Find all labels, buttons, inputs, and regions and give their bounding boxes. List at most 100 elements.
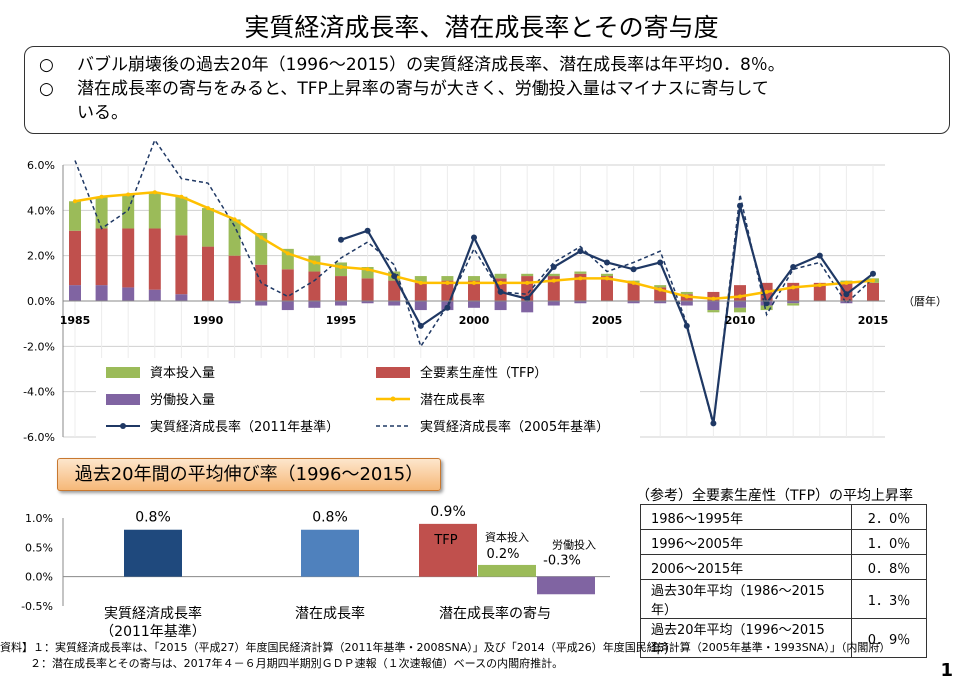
x-tick-label: 1990	[193, 314, 224, 327]
labor-bar	[707, 301, 720, 311]
labor-bar	[414, 301, 427, 311]
labor-bar	[361, 301, 374, 304]
potential-growth-point	[711, 296, 716, 301]
labor-bar	[494, 301, 507, 311]
capital-bar	[521, 273, 534, 277]
tfp-bar	[202, 246, 214, 301]
period-cell: 1986～1995年	[640, 504, 852, 530]
y-tick-label: -0.5%	[21, 600, 53, 613]
bar-value-label: 0.8%	[312, 510, 348, 526]
real-growth-2005-line	[74, 140, 874, 426]
capital-bar	[760, 305, 773, 311]
source-notes: 資料】１：実質経済成長率は、「2015（平成27）年度国民経済計算（2011年基…	[0, 640, 963, 672]
real-growth-2011-point	[391, 273, 398, 280]
potential-growth-point	[179, 194, 184, 199]
category-label: 実質経済成長率	[104, 605, 202, 622]
page-title: 実質経済成長率、潜在成長率とその寄与度	[244, 13, 719, 42]
x-tick-label: 2000	[459, 314, 490, 327]
tfp-bar	[601, 276, 613, 301]
y-tick-label: 6.0%	[27, 159, 55, 172]
capital-bar	[787, 303, 800, 306]
capital-bar	[574, 271, 587, 274]
legend-label: 実質経済成長率（2011年基準）	[150, 419, 339, 435]
potential-growth-point	[684, 294, 689, 299]
capital-bar	[494, 273, 507, 279]
potential-growth-point	[206, 206, 210, 211]
labor-bar	[122, 287, 135, 301]
bullet-circle-icon: ○	[39, 79, 54, 99]
capital-average-bar	[478, 564, 536, 577]
legend-box	[96, 358, 640, 442]
legend-swatch	[106, 394, 140, 405]
labor-bar	[627, 301, 640, 304]
legend-label: 労働投入量	[150, 392, 215, 408]
page-number: 1	[940, 660, 953, 681]
labor-bar	[228, 301, 241, 304]
real-growth-2011-point	[550, 264, 557, 270]
tfp-bar	[335, 276, 347, 301]
labor-bar	[521, 301, 534, 313]
capital-bar	[547, 273, 560, 277]
rate-cell: 0．8％	[851, 554, 927, 580]
legend-marker	[120, 423, 126, 429]
category-label: 潜在成長率	[295, 605, 365, 622]
real-growth-2011-point	[870, 270, 876, 277]
tfp-bar	[734, 285, 746, 301]
growth-chart: 6.0% 4.0% 2.0% 0.0% -2.0% -4.0% -6.0% 1985 1990 1…	[23, 140, 947, 444]
y-tick-label: 1.0%	[25, 512, 53, 525]
x-tick-label: 1985	[60, 314, 91, 327]
x-tick-label: 1995	[326, 314, 357, 327]
reference-table: 1986～1995年 2．0％ 1996～2005年 1．0％ 2006～2015年 0．…	[640, 504, 927, 658]
labor-bar	[148, 289, 161, 301]
tfp-bar	[228, 255, 241, 301]
tfp-bar	[361, 278, 374, 301]
legend-label: 資本投入量	[150, 365, 215, 381]
tfp-bar	[707, 291, 720, 301]
potential-growth-point	[791, 285, 796, 290]
labor-bar	[468, 301, 480, 308]
legend-label: 全要素生産性（TFP）	[420, 365, 547, 381]
reference-table-row: 1996～2005年 1．0％	[640, 529, 927, 555]
labor-bar	[308, 301, 321, 308]
potential-growth-point	[73, 199, 77, 204]
legend-swatch	[376, 367, 410, 378]
potential-growth-point	[312, 260, 317, 265]
potential-growth-point	[339, 265, 343, 269]
capital-bar	[414, 276, 427, 283]
y-tick-label: 2.0%	[27, 250, 55, 263]
potential-growth-point	[232, 217, 237, 222]
capital-bar	[734, 307, 746, 313]
capital-bar	[441, 276, 454, 281]
period-cell: 1996～2005年	[640, 529, 852, 555]
capital-bar	[707, 310, 720, 313]
summary-point-2: ○ 潜在成長率の寄与をみると、TFP上昇率の寄与が大きく、労働投入量はマイナスに…	[39, 77, 935, 101]
capital-bar	[255, 233, 268, 265]
legend-label: 潜在成長率	[420, 392, 485, 408]
y-tick-label: 0.5%	[25, 541, 53, 554]
summary-text-1: バブル崩壊後の過去20年（1996～2015）の実質経済成長率、潜在成長率は年平…	[77, 55, 785, 75]
legend-marker	[390, 396, 396, 402]
y-tick-label: 4.0%	[27, 204, 55, 217]
bar-inside-label: TFP	[433, 533, 457, 548]
capital-bar	[468, 276, 480, 281]
bar-series-label: 資本投入	[485, 530, 529, 544]
potential-growth-point	[259, 235, 264, 240]
potential-growth-point	[418, 280, 423, 285]
potential-growth-point	[285, 251, 290, 256]
period-cell: 2006～2015年	[640, 554, 852, 580]
potential-growth-point	[126, 192, 131, 197]
labor-bar	[95, 285, 108, 301]
real-growth-2011-point	[524, 295, 531, 302]
labor-bar	[175, 294, 188, 301]
summary-text-2-cont: いる。	[77, 103, 128, 123]
tfp-bar	[148, 228, 161, 290]
y-tick-label: -4.0%	[23, 386, 55, 399]
period-cell: 過去20年平均（1996～2015年）	[640, 618, 852, 658]
tfp-bar	[547, 276, 560, 301]
potential-growth-point	[445, 280, 450, 285]
labor-bar	[680, 301, 693, 306]
real-growth-2011-point	[790, 264, 797, 270]
potential-growth-point	[99, 194, 104, 199]
labor-bar	[69, 285, 81, 301]
potential-growth-point	[817, 283, 822, 288]
